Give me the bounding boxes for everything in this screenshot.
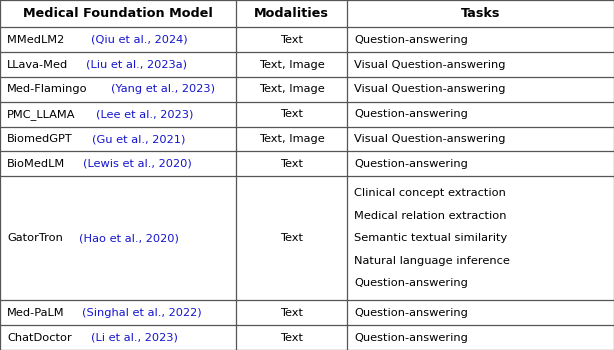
Text: LLava-Med: LLava-Med — [7, 60, 69, 70]
Text: PMC_LLAMA: PMC_LLAMA — [7, 109, 76, 120]
Text: Question-answering: Question-answering — [354, 159, 468, 169]
Text: Text, Image: Text, Image — [258, 134, 325, 144]
Text: Clinical concept extraction: Clinical concept extraction — [354, 188, 506, 198]
Text: Text: Text — [280, 109, 303, 119]
Text: BiomedGPT: BiomedGPT — [7, 134, 73, 144]
Text: MMedLM2: MMedLM2 — [7, 35, 72, 45]
Text: (Gu et al., 2021): (Gu et al., 2021) — [92, 134, 185, 144]
Text: Question-answering: Question-answering — [354, 332, 468, 343]
Text: Natural language inference: Natural language inference — [354, 256, 510, 266]
Text: Text: Text — [280, 233, 303, 243]
Text: (Qiu et al., 2024): (Qiu et al., 2024) — [91, 35, 187, 45]
Text: Medical relation extraction: Medical relation extraction — [354, 211, 507, 221]
Text: Visual Question-answering: Visual Question-answering — [354, 134, 506, 144]
Text: Semantic textual similarity: Semantic textual similarity — [354, 233, 508, 243]
Text: Text, Image: Text, Image — [258, 84, 325, 94]
Text: Visual Question-answering: Visual Question-answering — [354, 60, 506, 70]
Text: Modalities: Modalities — [254, 7, 329, 20]
Text: Text: Text — [280, 35, 303, 45]
Text: Question-answering: Question-answering — [354, 308, 468, 318]
Text: ChatDoctor: ChatDoctor — [7, 332, 72, 343]
Text: (Yang et al., 2023): (Yang et al., 2023) — [111, 84, 216, 94]
Text: (Lewis et al., 2020): (Lewis et al., 2020) — [82, 159, 192, 169]
Text: (Lee et al., 2023): (Lee et al., 2023) — [96, 109, 193, 119]
Text: Med-PaLM: Med-PaLM — [7, 308, 65, 318]
Text: Med-Flamingo: Med-Flamingo — [7, 84, 88, 94]
Text: Question-answering: Question-answering — [354, 35, 468, 45]
Text: Question-answering: Question-answering — [354, 279, 468, 288]
Text: Tasks: Tasks — [460, 7, 500, 20]
Text: Text, Image: Text, Image — [258, 60, 325, 70]
Text: (Li et al., 2023): (Li et al., 2023) — [91, 332, 178, 343]
Text: Question-answering: Question-answering — [354, 109, 468, 119]
Text: BioMedLM: BioMedLM — [7, 159, 66, 169]
Text: Text: Text — [280, 332, 303, 343]
Text: (Singhal et al., 2022): (Singhal et al., 2022) — [82, 308, 201, 318]
Text: Text: Text — [280, 308, 303, 318]
Text: Text: Text — [280, 159, 303, 169]
Text: GatorTron: GatorTron — [7, 233, 63, 243]
Text: (Hao et al., 2020): (Hao et al., 2020) — [79, 233, 179, 243]
Text: Visual Question-answering: Visual Question-answering — [354, 84, 506, 94]
Text: Medical Foundation Model: Medical Foundation Model — [23, 7, 213, 20]
Text: (Liu et al., 2023a): (Liu et al., 2023a) — [87, 60, 187, 70]
